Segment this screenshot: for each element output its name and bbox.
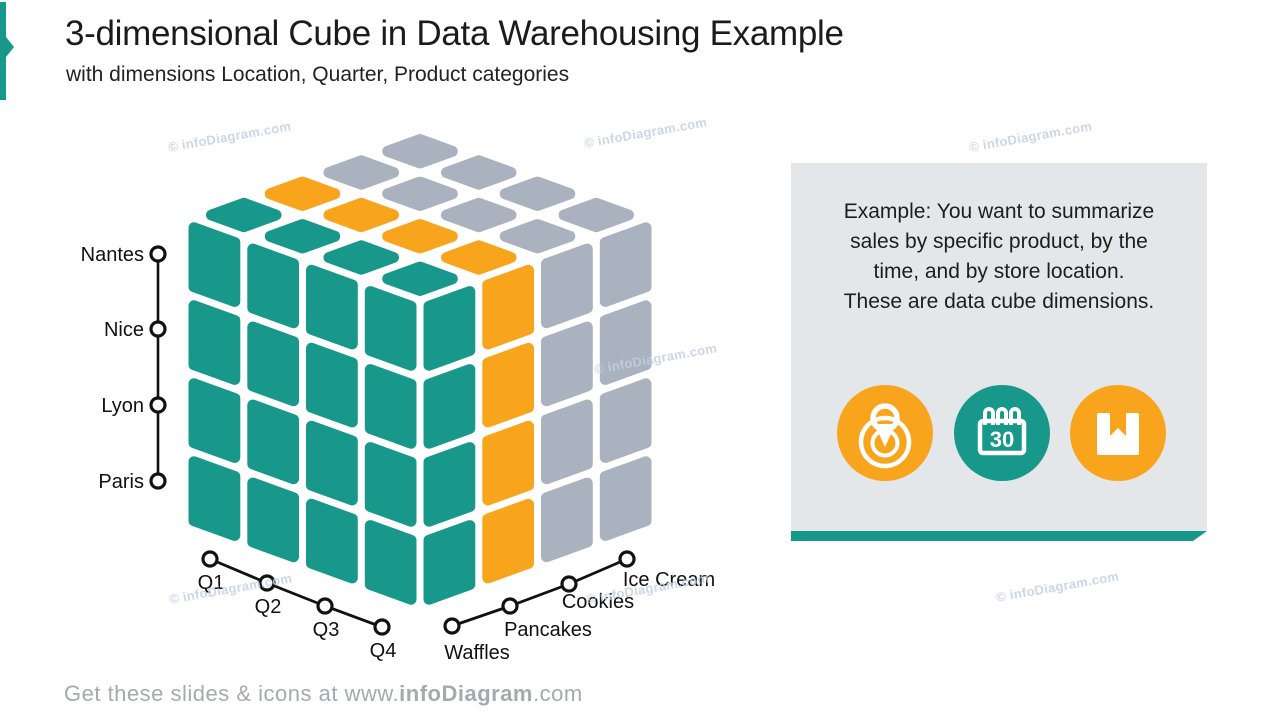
cube-cell: [482, 498, 534, 584]
cube-cell: [382, 176, 458, 211]
cube-cell: [188, 456, 241, 541]
cube-cell: [482, 264, 534, 350]
cube-cell: [247, 399, 299, 485]
panel-shadow: [791, 531, 1207, 541]
axis-tick: [258, 574, 276, 592]
calendar-icon: 30: [954, 385, 1050, 481]
quarter-axis: [209, 557, 383, 629]
cube-cell: [558, 197, 634, 233]
cube-cell: [264, 219, 341, 254]
cube-cell: [364, 520, 417, 605]
cube-cell: [423, 286, 476, 371]
axis-tick: [373, 618, 391, 636]
cube-cell: [541, 243, 593, 329]
cube-cell: [306, 420, 358, 506]
product-label: Pancakes: [504, 619, 592, 641]
cube-cell: [247, 243, 299, 329]
cube-cell: [541, 477, 593, 563]
cube-cell: [323, 155, 399, 190]
cube-cell: [264, 176, 341, 211]
cube-cell: [323, 240, 399, 275]
cube-cell: [382, 261, 458, 296]
product-label: Ice Cream: [623, 569, 715, 591]
cube-cell: [423, 520, 476, 605]
calendar-day: 30: [990, 427, 1014, 452]
cube-cell: [441, 197, 517, 233]
quarter-label: Q1: [198, 572, 225, 594]
axis-tick: [149, 245, 167, 263]
axis-tick: [201, 550, 219, 568]
cube-cell: [247, 321, 299, 407]
cube-cell: [382, 134, 458, 169]
cube-cell: [499, 219, 576, 254]
cube-cell: [441, 155, 517, 190]
quarter-label: Q3: [313, 619, 340, 641]
axis-tick: [149, 472, 167, 490]
cube-cell: [599, 378, 652, 463]
cube-cell: [599, 222, 652, 307]
axis-tick: [149, 320, 167, 338]
cube-cell: [364, 442, 417, 527]
cube-cell: [441, 240, 517, 275]
cube-cell: [206, 197, 282, 233]
cube-cell: [306, 264, 358, 350]
quarter-label: Q4: [370, 640, 397, 662]
cube-cell: [482, 342, 534, 428]
axis-tick: [443, 617, 461, 635]
location-pin-icon: [837, 385, 933, 481]
cube-cell: [323, 197, 399, 233]
cube-cell: [188, 300, 241, 385]
location-label: Paris: [98, 471, 144, 493]
cube-cell: [423, 364, 476, 449]
axis-tick: [501, 597, 519, 615]
accent-chevron: [0, 2, 14, 100]
cube-cell: [188, 378, 241, 463]
cube-cell: [306, 498, 358, 584]
location-label: Nantes: [81, 244, 144, 266]
cube-cell: [599, 456, 652, 541]
product-label: Cookies: [562, 591, 634, 613]
cube-cell: [306, 342, 358, 428]
footer: Get these slides & icons at www.infoDiag…: [64, 681, 583, 707]
cube-cell: [188, 222, 241, 307]
axis-tick: [618, 550, 636, 568]
cube-cell: [247, 477, 299, 563]
axis-tick: [560, 575, 578, 593]
cube-cell: [499, 176, 576, 211]
location-label: Nice: [104, 319, 144, 341]
product-box-icon: [1070, 385, 1166, 481]
cube-cell: [541, 321, 593, 407]
page-subtitle: with dimensions Location, Quarter, Produ…: [66, 63, 570, 86]
page-title: 3-dimensional Cube in Data Warehousing E…: [65, 14, 844, 53]
example-panel: Example: You want to summarize sales by …: [791, 163, 1207, 531]
footer-prefix: Get these slides & icons at www.: [64, 681, 400, 706]
location-label: Lyon: [101, 395, 144, 417]
product-axis: [451, 557, 628, 628]
cube-cell: [599, 300, 652, 385]
cube-cell: [364, 286, 417, 371]
example-text: Example: You want to summarize sales by …: [843, 200, 1155, 313]
product-label: Waffles: [444, 642, 510, 664]
cube-cell: [423, 442, 476, 527]
footer-brand: infoDiagram: [399, 681, 533, 706]
quarter-label: Q2: [255, 596, 282, 618]
cube-cell: [541, 399, 593, 485]
axis-tick: [316, 597, 334, 615]
cube-cell: [482, 420, 534, 506]
axis-tick: [149, 396, 167, 414]
cube-cell: [382, 219, 458, 254]
dimension-icons: 30: [791, 163, 1207, 531]
cube-cell: [364, 364, 417, 449]
footer-suffix: .com: [533, 681, 583, 706]
accent-bar: [0, 2, 14, 100]
